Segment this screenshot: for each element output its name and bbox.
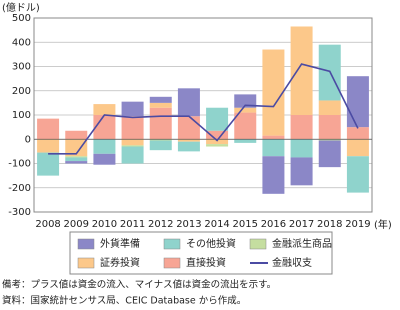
bar-segment bbox=[37, 152, 60, 176]
bar-segment bbox=[234, 107, 257, 113]
bar-segment bbox=[290, 157, 313, 186]
bar-segment bbox=[93, 115, 116, 140]
bar-segment bbox=[318, 139, 341, 141]
bar-segment bbox=[206, 107, 229, 131]
bar-segment bbox=[177, 141, 200, 152]
bar-segment bbox=[93, 104, 116, 115]
bar-segment bbox=[65, 156, 88, 158]
legend-swatch bbox=[249, 238, 267, 250]
bar-segment bbox=[318, 140, 341, 168]
bar-segment bbox=[121, 139, 144, 146]
bar-segment bbox=[346, 139, 369, 157]
bar-segment bbox=[65, 130, 88, 140]
bar-segment bbox=[121, 101, 144, 117]
x-axis-label: (年) bbox=[374, 218, 392, 231]
x-tick-label: 2019 bbox=[345, 219, 370, 230]
legend-swatch bbox=[163, 257, 181, 269]
bar-segment bbox=[149, 102, 172, 108]
bar-segment bbox=[262, 49, 285, 136]
line-series bbox=[48, 63, 359, 155]
y-tick-label: -300 bbox=[8, 207, 31, 218]
legend-swatch bbox=[77, 238, 95, 250]
bar-segment bbox=[149, 140, 172, 151]
bar-segment bbox=[290, 139, 313, 158]
bar-segment bbox=[65, 157, 88, 162]
x-tick-label: 2016 bbox=[261, 219, 286, 230]
bar-segment bbox=[177, 116, 200, 140]
bar-segment bbox=[93, 139, 116, 154]
y-tick-label: 400 bbox=[12, 37, 31, 48]
bar-segment bbox=[149, 139, 172, 141]
bar-segment bbox=[93, 153, 116, 165]
y-axis-label: (億ドル) bbox=[2, 1, 40, 14]
bar-segment bbox=[346, 127, 369, 140]
bar-segment bbox=[318, 100, 341, 115]
x-tick-label: 2018 bbox=[317, 219, 342, 230]
x-tick-label: 2014 bbox=[204, 219, 229, 230]
legend-label: 金融派生商品 bbox=[272, 237, 332, 250]
bar-segment bbox=[206, 139, 229, 145]
x-tick-label: 2017 bbox=[289, 219, 314, 230]
bar-segment bbox=[37, 118, 60, 140]
bar-segment bbox=[234, 112, 257, 140]
bar-segment bbox=[262, 156, 285, 194]
bar-segment bbox=[262, 139, 285, 157]
bar-segment bbox=[318, 115, 341, 140]
source: 資料：国家統計センサス局、CEIC Database から作成。 bbox=[2, 295, 246, 307]
y-tick-label: 0 bbox=[25, 134, 31, 145]
legend-box bbox=[69, 231, 333, 275]
bar-segment bbox=[65, 139, 88, 157]
bar-segment bbox=[290, 26, 313, 115]
bar-segment bbox=[121, 146, 144, 164]
bar-segment bbox=[262, 135, 285, 140]
y-tick-label: 300 bbox=[12, 62, 31, 73]
y-tick-label: -200 bbox=[8, 183, 31, 194]
x-tick-label: 2010 bbox=[92, 219, 117, 230]
bar-segment bbox=[234, 94, 257, 108]
note: 備考：プラス値は資金の流入、マイナス値は資金の流出を示す。 bbox=[2, 279, 276, 291]
y-tick-label: 200 bbox=[12, 86, 31, 97]
x-tick-label: 2012 bbox=[148, 219, 173, 230]
bar-segment bbox=[149, 96, 172, 103]
legend-swatch bbox=[163, 238, 181, 250]
bar-segment bbox=[177, 139, 200, 142]
x-tick-label: 2013 bbox=[176, 219, 201, 230]
bar-segment bbox=[37, 139, 60, 153]
x-tick-label: 2008 bbox=[35, 219, 60, 230]
bar-segment bbox=[346, 156, 369, 193]
bar-segment bbox=[121, 145, 144, 147]
bar-segment bbox=[206, 130, 229, 140]
legend-label: その他投資 bbox=[186, 237, 236, 250]
y-tick-label: 500 bbox=[12, 13, 31, 24]
y-tick-label: 100 bbox=[12, 110, 31, 121]
plot-frame bbox=[33, 17, 373, 213]
x-tick-label: 2009 bbox=[64, 219, 89, 230]
bar-segment bbox=[346, 76, 369, 128]
bar-segment bbox=[149, 107, 172, 140]
legend-label: 外貨準備 bbox=[100, 237, 140, 250]
legend-label: 金融収支 bbox=[272, 256, 312, 269]
x-tick-label: 2015 bbox=[233, 219, 258, 230]
bar-segment bbox=[65, 161, 88, 164]
y-tick-label: -100 bbox=[8, 159, 31, 170]
bar-segment bbox=[290, 115, 313, 140]
x-tick-label: 2011 bbox=[120, 219, 145, 230]
bar-segment bbox=[206, 144, 229, 147]
bar-segment bbox=[121, 116, 144, 140]
bar-segment bbox=[177, 88, 200, 117]
legend-label: 証券投資 bbox=[100, 256, 140, 269]
bar-segment bbox=[234, 139, 257, 143]
legend-label: 直接投資 bbox=[186, 256, 226, 269]
legend-swatch bbox=[77, 257, 95, 269]
